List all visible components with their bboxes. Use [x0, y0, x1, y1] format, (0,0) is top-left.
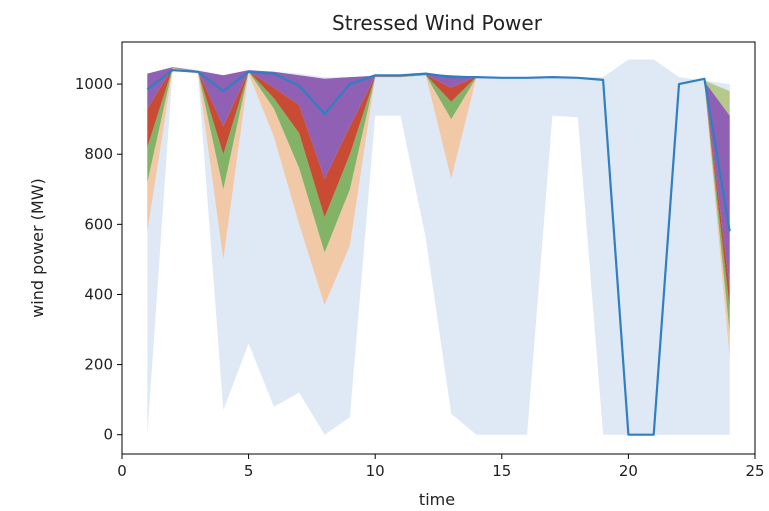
wind-power-line: [146, 68, 731, 436]
y-axis: 0 200 400 600 800 1000: [75, 75, 122, 444]
tail-band-1: [704, 83, 730, 358]
tail-band-5: [704, 80, 730, 116]
tail-band-3: [704, 82, 730, 309]
x-tick-label: 20: [619, 462, 638, 480]
tail-band-4: [704, 81, 730, 288]
plot-frame: [121, 41, 756, 455]
x-tick-label: 5: [244, 462, 254, 480]
plot-area: [146, 59, 731, 436]
band-3: [147, 67, 477, 218]
x-tick-label: 10: [366, 462, 385, 480]
y-tick-label: 200: [84, 356, 113, 374]
x-tick-label: 25: [745, 462, 764, 480]
y-tick-label: 600: [84, 215, 113, 233]
x-tick-label: 15: [492, 462, 511, 480]
band-1: [147, 68, 477, 305]
y-tick-label: 400: [84, 285, 113, 303]
y-tick-label: 0: [103, 426, 113, 444]
x-tick-label: 0: [117, 462, 127, 480]
chart-title: Stressed Wind Power: [332, 11, 543, 35]
y-axis-label: wind power (MW): [28, 178, 47, 318]
y-tick-label: 1000: [75, 75, 113, 93]
x-axis: 0 5 10 15 20 25: [117, 454, 765, 480]
x-axis-label: time: [419, 490, 455, 509]
tail-band-2: [704, 82, 730, 333]
y-tick-label: 800: [84, 145, 113, 163]
band-4: [147, 67, 477, 179]
